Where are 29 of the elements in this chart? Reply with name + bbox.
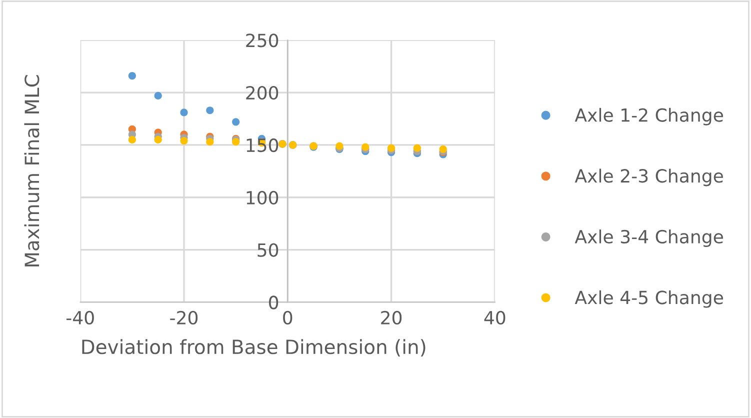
x-tick-label: 0 xyxy=(283,310,292,325)
y-tick-label: 0 xyxy=(269,296,278,310)
legend-label: Axle 2-3 Change xyxy=(574,168,723,186)
point xyxy=(232,138,240,146)
point xyxy=(413,144,421,152)
y-axis-title: Maximum Final MLC xyxy=(24,75,40,266)
y-tick-label: 250 xyxy=(246,34,278,48)
y-tick-label: 50 xyxy=(258,243,278,257)
legend-label: Axle 4-5 Change xyxy=(574,290,723,308)
point xyxy=(439,145,447,153)
y-tick-label: 200 xyxy=(246,86,278,100)
y-tick-label: 150 xyxy=(246,138,278,152)
legend-label: Axle 1-2 Change xyxy=(574,108,723,126)
point xyxy=(232,118,240,126)
x-tick-label: -40 xyxy=(66,310,94,325)
point xyxy=(180,136,188,145)
x-tick-label: 20 xyxy=(381,310,402,325)
x-axis-title: Deviation from Base Dimension (in) xyxy=(82,339,426,356)
point xyxy=(128,136,136,144)
point xyxy=(154,136,162,144)
point xyxy=(206,106,214,114)
legend-label: Axle 3-4 Change xyxy=(574,230,723,248)
point xyxy=(180,108,188,116)
point xyxy=(154,92,162,100)
x-tick-label: -20 xyxy=(170,310,198,325)
y-tick-label: 100 xyxy=(246,190,278,204)
point xyxy=(128,72,136,80)
point xyxy=(206,138,214,146)
x-tick-label: 40 xyxy=(484,310,506,325)
